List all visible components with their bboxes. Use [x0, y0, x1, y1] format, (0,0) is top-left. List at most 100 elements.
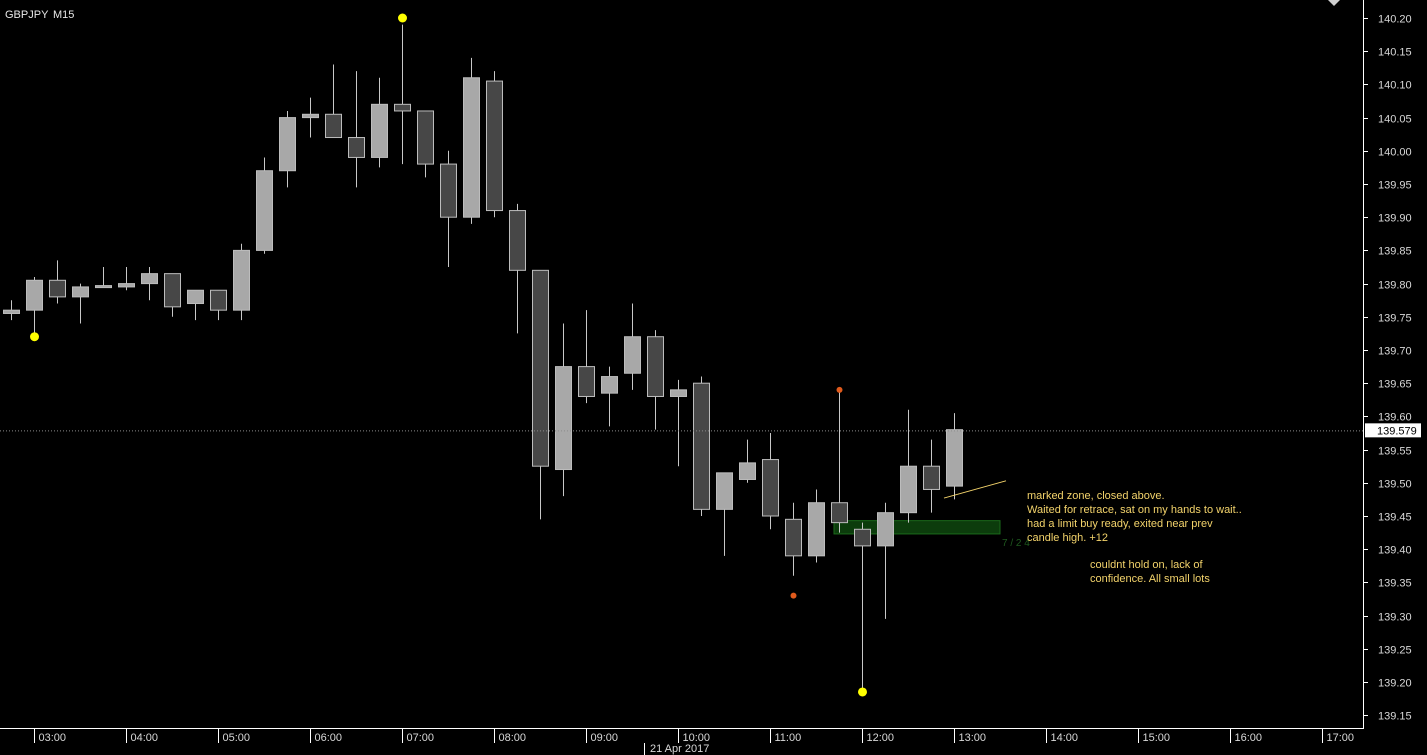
- x-tick-label: 12:00: [867, 732, 895, 744]
- annotation-line: candle high. +12: [1027, 532, 1108, 544]
- candle-body: [141, 273, 158, 285]
- annotation-line: confidence. All small lots: [1090, 573, 1210, 585]
- y-tick-label: 139.30: [1378, 612, 1412, 624]
- candle[interactable]: [95, 267, 112, 289]
- y-tick-label: 139.70: [1378, 346, 1412, 358]
- candle-body: [210, 289, 227, 311]
- y-tick-label: 140.20: [1378, 14, 1412, 26]
- candle[interactable]: [187, 289, 204, 321]
- candle-body: [647, 336, 664, 397]
- candle-body: [670, 389, 687, 397]
- signal-dot-marker: [398, 13, 407, 23]
- candle[interactable]: [693, 376, 710, 516]
- candle-body: [440, 163, 457, 218]
- candle-body: [26, 279, 43, 311]
- candle-body: [785, 518, 802, 557]
- candle[interactable]: [164, 273, 181, 317]
- candle[interactable]: [670, 379, 687, 467]
- x-tick-label: 05:00: [223, 732, 251, 744]
- candle[interactable]: [26, 276, 43, 334]
- trend-line[interactable]: [943, 480, 1007, 499]
- candle[interactable]: [210, 289, 227, 321]
- zone-rectangle[interactable]: [833, 520, 1001, 535]
- candle[interactable]: [578, 310, 595, 404]
- candle[interactable]: [486, 71, 503, 218]
- candle-body: [187, 289, 204, 305]
- candle-body: [509, 210, 526, 271]
- candle[interactable]: [946, 413, 963, 500]
- candle[interactable]: [601, 366, 618, 427]
- candle[interactable]: [877, 502, 894, 619]
- candle[interactable]: [371, 77, 388, 168]
- annotation-note-trade: marked zone, closed above. Waited for ret…: [1027, 490, 1242, 544]
- signal-dot-marker: [858, 687, 867, 697]
- candle[interactable]: [279, 110, 296, 188]
- candle[interactable]: [555, 323, 572, 497]
- candle[interactable]: [854, 522, 871, 689]
- candle-body: [555, 366, 572, 471]
- candle[interactable]: [49, 260, 66, 304]
- candle[interactable]: [440, 150, 457, 267]
- candle-body: [578, 366, 595, 397]
- candle-body: [831, 502, 848, 524]
- candle[interactable]: [417, 110, 434, 178]
- candle[interactable]: [302, 97, 319, 138]
- candle[interactable]: [785, 502, 802, 576]
- date-label: 21 Apr 2017: [650, 743, 709, 755]
- candle[interactable]: [647, 330, 664, 430]
- candle[interactable]: [256, 157, 273, 254]
- candle-body: [233, 249, 250, 311]
- y-tick-label: 140.10: [1378, 80, 1412, 92]
- candle[interactable]: [233, 243, 250, 321]
- candle[interactable]: [900, 409, 917, 523]
- signal-dot-marker: [836, 386, 843, 393]
- candle[interactable]: [739, 439, 756, 483]
- signal-dot-marker: [30, 332, 39, 342]
- candle[interactable]: [325, 64, 342, 139]
- candle-body: [601, 376, 618, 394]
- candle[interactable]: [348, 71, 365, 188]
- candle[interactable]: [394, 24, 411, 165]
- zone-label: 7 / 2 4: [1002, 538, 1030, 549]
- candle[interactable]: [624, 303, 641, 390]
- candle-body: [164, 273, 181, 308]
- y-tick-label: 139.85: [1378, 246, 1412, 258]
- x-tick-label: 10:00: [683, 732, 711, 744]
- candle[interactable]: [762, 433, 779, 530]
- candle-body: [532, 269, 549, 467]
- y-tick-label: 139.15: [1378, 711, 1412, 723]
- candle[interactable]: [463, 57, 480, 224]
- candle-body: [256, 170, 273, 251]
- x-tick-label: 17:00: [1327, 732, 1355, 744]
- y-tick-label: 139.40: [1378, 545, 1412, 557]
- candle[interactable]: [118, 267, 135, 291]
- chart-shift-triangle-icon[interactable]: [1328, 0, 1340, 6]
- candle[interactable]: [141, 267, 158, 301]
- candle[interactable]: [72, 283, 89, 324]
- timeframe-label: M15: [53, 9, 74, 21]
- y-tick-label: 139.90: [1378, 213, 1412, 225]
- x-tick-label: 08:00: [499, 732, 527, 744]
- current-price-box: [1365, 423, 1421, 438]
- candle-body: [371, 103, 388, 158]
- y-tick-label: 140.15: [1378, 47, 1412, 59]
- candle[interactable]: [3, 300, 20, 321]
- y-tick-label: 139.55: [1378, 446, 1412, 458]
- candle-body: [279, 117, 296, 172]
- candle-body: [877, 512, 894, 547]
- candle-body: [486, 80, 503, 212]
- candle[interactable]: [923, 439, 940, 513]
- candle-body: [808, 502, 825, 557]
- x-tick-label: 11:00: [775, 732, 802, 744]
- candle[interactable]: [831, 389, 848, 533]
- candle[interactable]: [509, 203, 526, 334]
- candle[interactable]: [532, 269, 549, 520]
- candle[interactable]: [716, 472, 733, 556]
- y-tick-label: 139.20: [1378, 678, 1412, 690]
- candle-body: [716, 472, 733, 510]
- candle-body: [325, 113, 342, 139]
- x-tick-label: 06:00: [315, 732, 343, 744]
- candle-body: [95, 285, 112, 289]
- candle[interactable]: [808, 489, 825, 563]
